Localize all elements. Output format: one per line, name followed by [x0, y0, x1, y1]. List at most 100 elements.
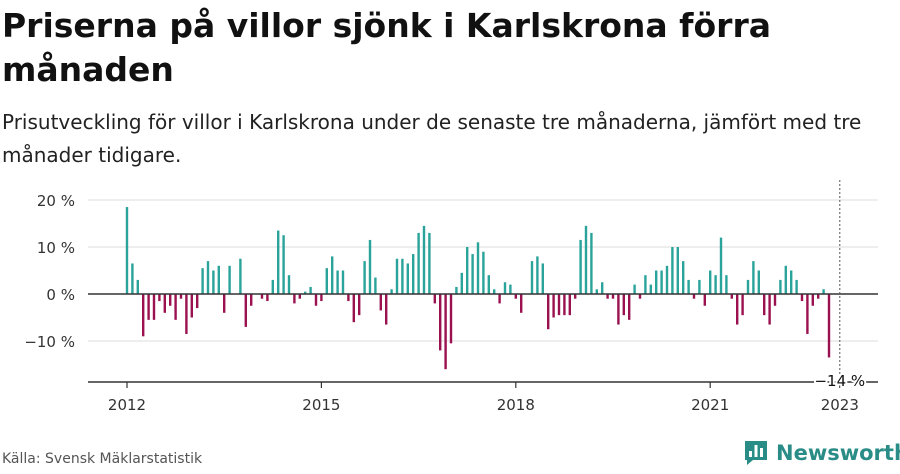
bar	[336, 270, 339, 294]
bar	[244, 294, 247, 327]
bar	[622, 294, 625, 316]
bar	[152, 294, 156, 320]
brand-logo-group[interactable]: Newsworthy	[744, 440, 900, 466]
bar	[811, 294, 814, 306]
bar	[358, 294, 361, 316]
bar	[471, 254, 474, 294]
bar	[201, 268, 204, 294]
bar	[314, 294, 318, 306]
bar	[439, 294, 442, 351]
bar	[611, 294, 615, 299]
bar	[563, 294, 566, 316]
bar	[417, 232, 420, 294]
x-tick-label: 2015	[302, 396, 340, 414]
chart-title: Priserna på villor sjönk i Karlskrona fö…	[2, 6, 771, 89]
bar	[665, 265, 669, 294]
bar	[455, 286, 458, 294]
bar	[298, 294, 301, 299]
newsworthy-logo-icon	[745, 441, 767, 465]
bar	[795, 279, 798, 294]
bar	[163, 294, 166, 313]
bar	[482, 251, 485, 294]
gridlines	[88, 199, 878, 342]
x-axis: 2012 2015 2018 2021 2023	[88, 381, 878, 414]
bar	[476, 242, 480, 294]
bar-chart: 20 % 10 % 0 % −10 % 2012 2015 2018 2021 2023 −1…	[24, 180, 878, 414]
bar	[687, 279, 690, 294]
bar	[282, 235, 285, 294]
bar	[547, 294, 550, 330]
bar	[266, 294, 269, 302]
y-tick-label: −10 %	[24, 333, 75, 351]
bar	[341, 270, 345, 294]
bar	[746, 279, 750, 294]
bar	[590, 232, 593, 294]
bar	[412, 254, 415, 294]
bar	[736, 294, 739, 325]
bar	[784, 265, 787, 294]
bar	[741, 294, 744, 316]
bar	[503, 282, 507, 294]
bar	[725, 275, 728, 294]
bar	[633, 284, 636, 294]
annotation: −14 %	[812, 180, 867, 392]
bar	[293, 294, 296, 304]
bar	[790, 270, 793, 294]
bar	[806, 294, 809, 334]
bar	[719, 237, 723, 294]
bar	[125, 207, 129, 294]
bar	[190, 294, 193, 318]
bar	[385, 294, 388, 325]
bar	[822, 289, 825, 294]
bar	[638, 294, 642, 299]
bar	[223, 294, 226, 313]
bar	[584, 225, 588, 294]
bar	[158, 294, 161, 302]
bar	[698, 279, 701, 294]
bar	[228, 265, 231, 294]
bar	[433, 294, 436, 304]
bar	[595, 289, 598, 294]
bar	[449, 294, 453, 344]
bar	[601, 282, 604, 294]
bar	[773, 294, 777, 306]
x-tick-label: 2018	[497, 396, 535, 414]
bar	[509, 284, 512, 294]
bar	[568, 294, 571, 316]
bar	[644, 275, 647, 294]
bar	[352, 294, 355, 323]
chart-subtitle: Prisutveckling för villor i Karlskrona u…	[2, 110, 862, 167]
brand-name: Newsworthy	[776, 441, 900, 465]
bar	[520, 294, 523, 313]
bar	[817, 294, 820, 299]
y-tick-label: 20 %	[37, 192, 75, 210]
bar	[514, 294, 517, 299]
bar	[174, 294, 177, 320]
bar	[763, 294, 766, 316]
bar	[579, 239, 582, 294]
bar	[196, 294, 199, 309]
bar	[320, 294, 323, 302]
bar	[714, 275, 717, 294]
bar	[287, 275, 291, 294]
bar	[347, 294, 350, 302]
bar	[493, 289, 496, 294]
bar	[466, 247, 469, 294]
bar	[179, 294, 183, 299]
bar	[709, 270, 712, 294]
x-tick-label: 2021	[691, 396, 729, 414]
bar	[406, 263, 409, 294]
bar	[541, 263, 544, 294]
bar	[498, 294, 501, 304]
bar	[827, 294, 831, 358]
y-axis-labels: 20 % 10 % 0 % −10 %	[24, 192, 75, 351]
bar	[390, 289, 393, 294]
bar	[757, 270, 760, 294]
bar	[606, 294, 609, 299]
bar	[628, 294, 631, 320]
y-tick-label: 10 %	[37, 239, 75, 257]
bar	[444, 294, 447, 370]
bar	[730, 294, 733, 299]
bar	[557, 294, 561, 316]
bar	[136, 279, 139, 294]
